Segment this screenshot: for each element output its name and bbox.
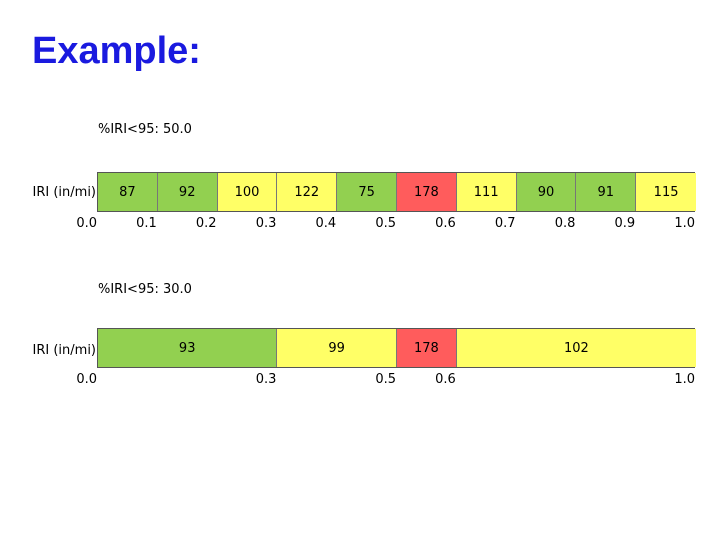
- position-tick: 1.0: [674, 372, 695, 387]
- iri-segment: 115: [636, 173, 696, 211]
- iri-segment: 178: [397, 329, 457, 367]
- iri-value: 102: [563, 340, 589, 356]
- iri-bar: 87 92 100 122 75 178 111 90 91 115: [97, 172, 696, 212]
- iri-value: 90: [537, 184, 555, 200]
- iri-segment: 90: [516, 173, 577, 211]
- iri-value: 122: [294, 184, 320, 200]
- iri-value: 92: [178, 184, 196, 200]
- position-tick: 0.1: [136, 216, 157, 231]
- position-tick: 0.0: [76, 216, 97, 231]
- iri-segment: 93: [98, 329, 278, 367]
- position-tick: 0.0: [76, 372, 97, 387]
- position-tick: 0.7: [494, 216, 516, 231]
- position-tick: 0.4: [315, 216, 337, 231]
- iri-value: 115: [653, 184, 679, 200]
- iri-bar: 93 99 178 102: [97, 328, 696, 368]
- iri-segment: 122: [277, 173, 338, 211]
- iri-segment: 100: [217, 173, 278, 211]
- percent-iri-label: %IRI<95: 50.0: [98, 122, 192, 137]
- iri-value: 87: [119, 184, 136, 200]
- iri-value: 111: [473, 184, 499, 200]
- iri-segment: 87: [98, 173, 158, 211]
- position-tick: 0.2: [195, 216, 217, 231]
- position-tick: 0.5: [375, 372, 396, 387]
- iri-value: 99: [328, 340, 345, 356]
- row-label: IRI (in/mi): [32, 185, 96, 200]
- iri-segment: 99: [277, 329, 397, 367]
- row-label: IRI (in/mi): [32, 343, 96, 358]
- iri-segment: 91: [576, 173, 637, 211]
- position-tick: 1.0: [674, 216, 695, 231]
- iri-segment: 75: [337, 173, 397, 211]
- iri-segment: 178: [397, 173, 457, 211]
- iri-segment: 111: [456, 173, 517, 211]
- page-title: Example:: [32, 30, 201, 72]
- position-tick: 0.6: [435, 372, 456, 387]
- iri-segment: 102: [456, 329, 696, 367]
- percent-iri-label: %IRI<95: 30.0: [98, 282, 192, 297]
- position-tick: 0.9: [614, 216, 636, 231]
- iri-value: 75: [358, 184, 375, 200]
- iri-value: 178: [413, 340, 439, 356]
- iri-value: 93: [178, 340, 196, 356]
- iri-segment: 92: [157, 173, 218, 211]
- iri-value: 100: [234, 184, 260, 200]
- position-tick: 0.3: [255, 216, 277, 231]
- position-tick: 0.5: [375, 216, 396, 231]
- position-tick: 0.6: [435, 216, 456, 231]
- position-tick: 0.3: [255, 372, 277, 387]
- iri-value: 178: [413, 184, 439, 200]
- iri-value: 91: [597, 184, 615, 200]
- position-tick: 0.8: [554, 216, 576, 231]
